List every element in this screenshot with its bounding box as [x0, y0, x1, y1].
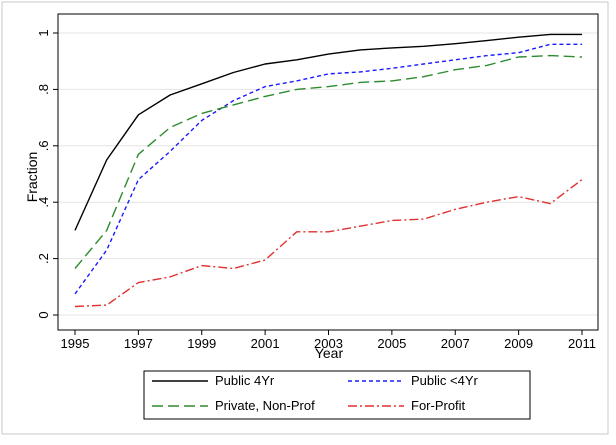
- x-tick-label: 1995: [61, 336, 90, 351]
- y-tick-label: .8: [36, 84, 51, 95]
- x-tick-label: 1999: [187, 336, 216, 351]
- x-axis-label: Year: [315, 345, 344, 361]
- axes: [53, 13, 599, 335]
- x-tick-label: 2003: [314, 336, 343, 351]
- x-tick-label: 2011: [568, 336, 596, 351]
- series-lines: [74, 33, 583, 308]
- legend-label-3: Private, Non-Prof: [215, 398, 315, 413]
- chart-frame: [1, 1, 609, 435]
- tick-labels: 0 .2 .4 .6 .8 1 1995 1997 1999 2001 2003 2005 2007 20…: [36, 29, 596, 351]
- legend-box: [143, 370, 531, 420]
- x-tick-label: 1997: [124, 336, 153, 351]
- legend-label-1: Public 4Yr: [215, 373, 275, 388]
- x-tick-label: 2005: [377, 336, 406, 351]
- x-tick-label: 2009: [504, 336, 533, 351]
- series-line-1: [74, 33, 582, 231]
- legend: Public 4Yr Public <4Yr Private, Non-Prof Fo…: [143, 370, 531, 420]
- series-line-4: [74, 179, 583, 308]
- x-tick-label: 2007: [441, 336, 470, 351]
- series-line-3: [74, 54, 583, 269]
- y-tick-label: 0: [36, 311, 51, 318]
- x-tick-label: 2001: [251, 336, 280, 351]
- y-tick-label: .6: [36, 140, 51, 151]
- y-tick-label: 1: [36, 29, 51, 36]
- y-tick-label: .4: [36, 197, 51, 208]
- y-axis-label: Fraction: [24, 152, 40, 203]
- y-tick-label: .2: [36, 253, 51, 264]
- legend-label-4: For-Profit: [411, 398, 466, 413]
- legend-label-2: Public <4Yr: [411, 373, 479, 388]
